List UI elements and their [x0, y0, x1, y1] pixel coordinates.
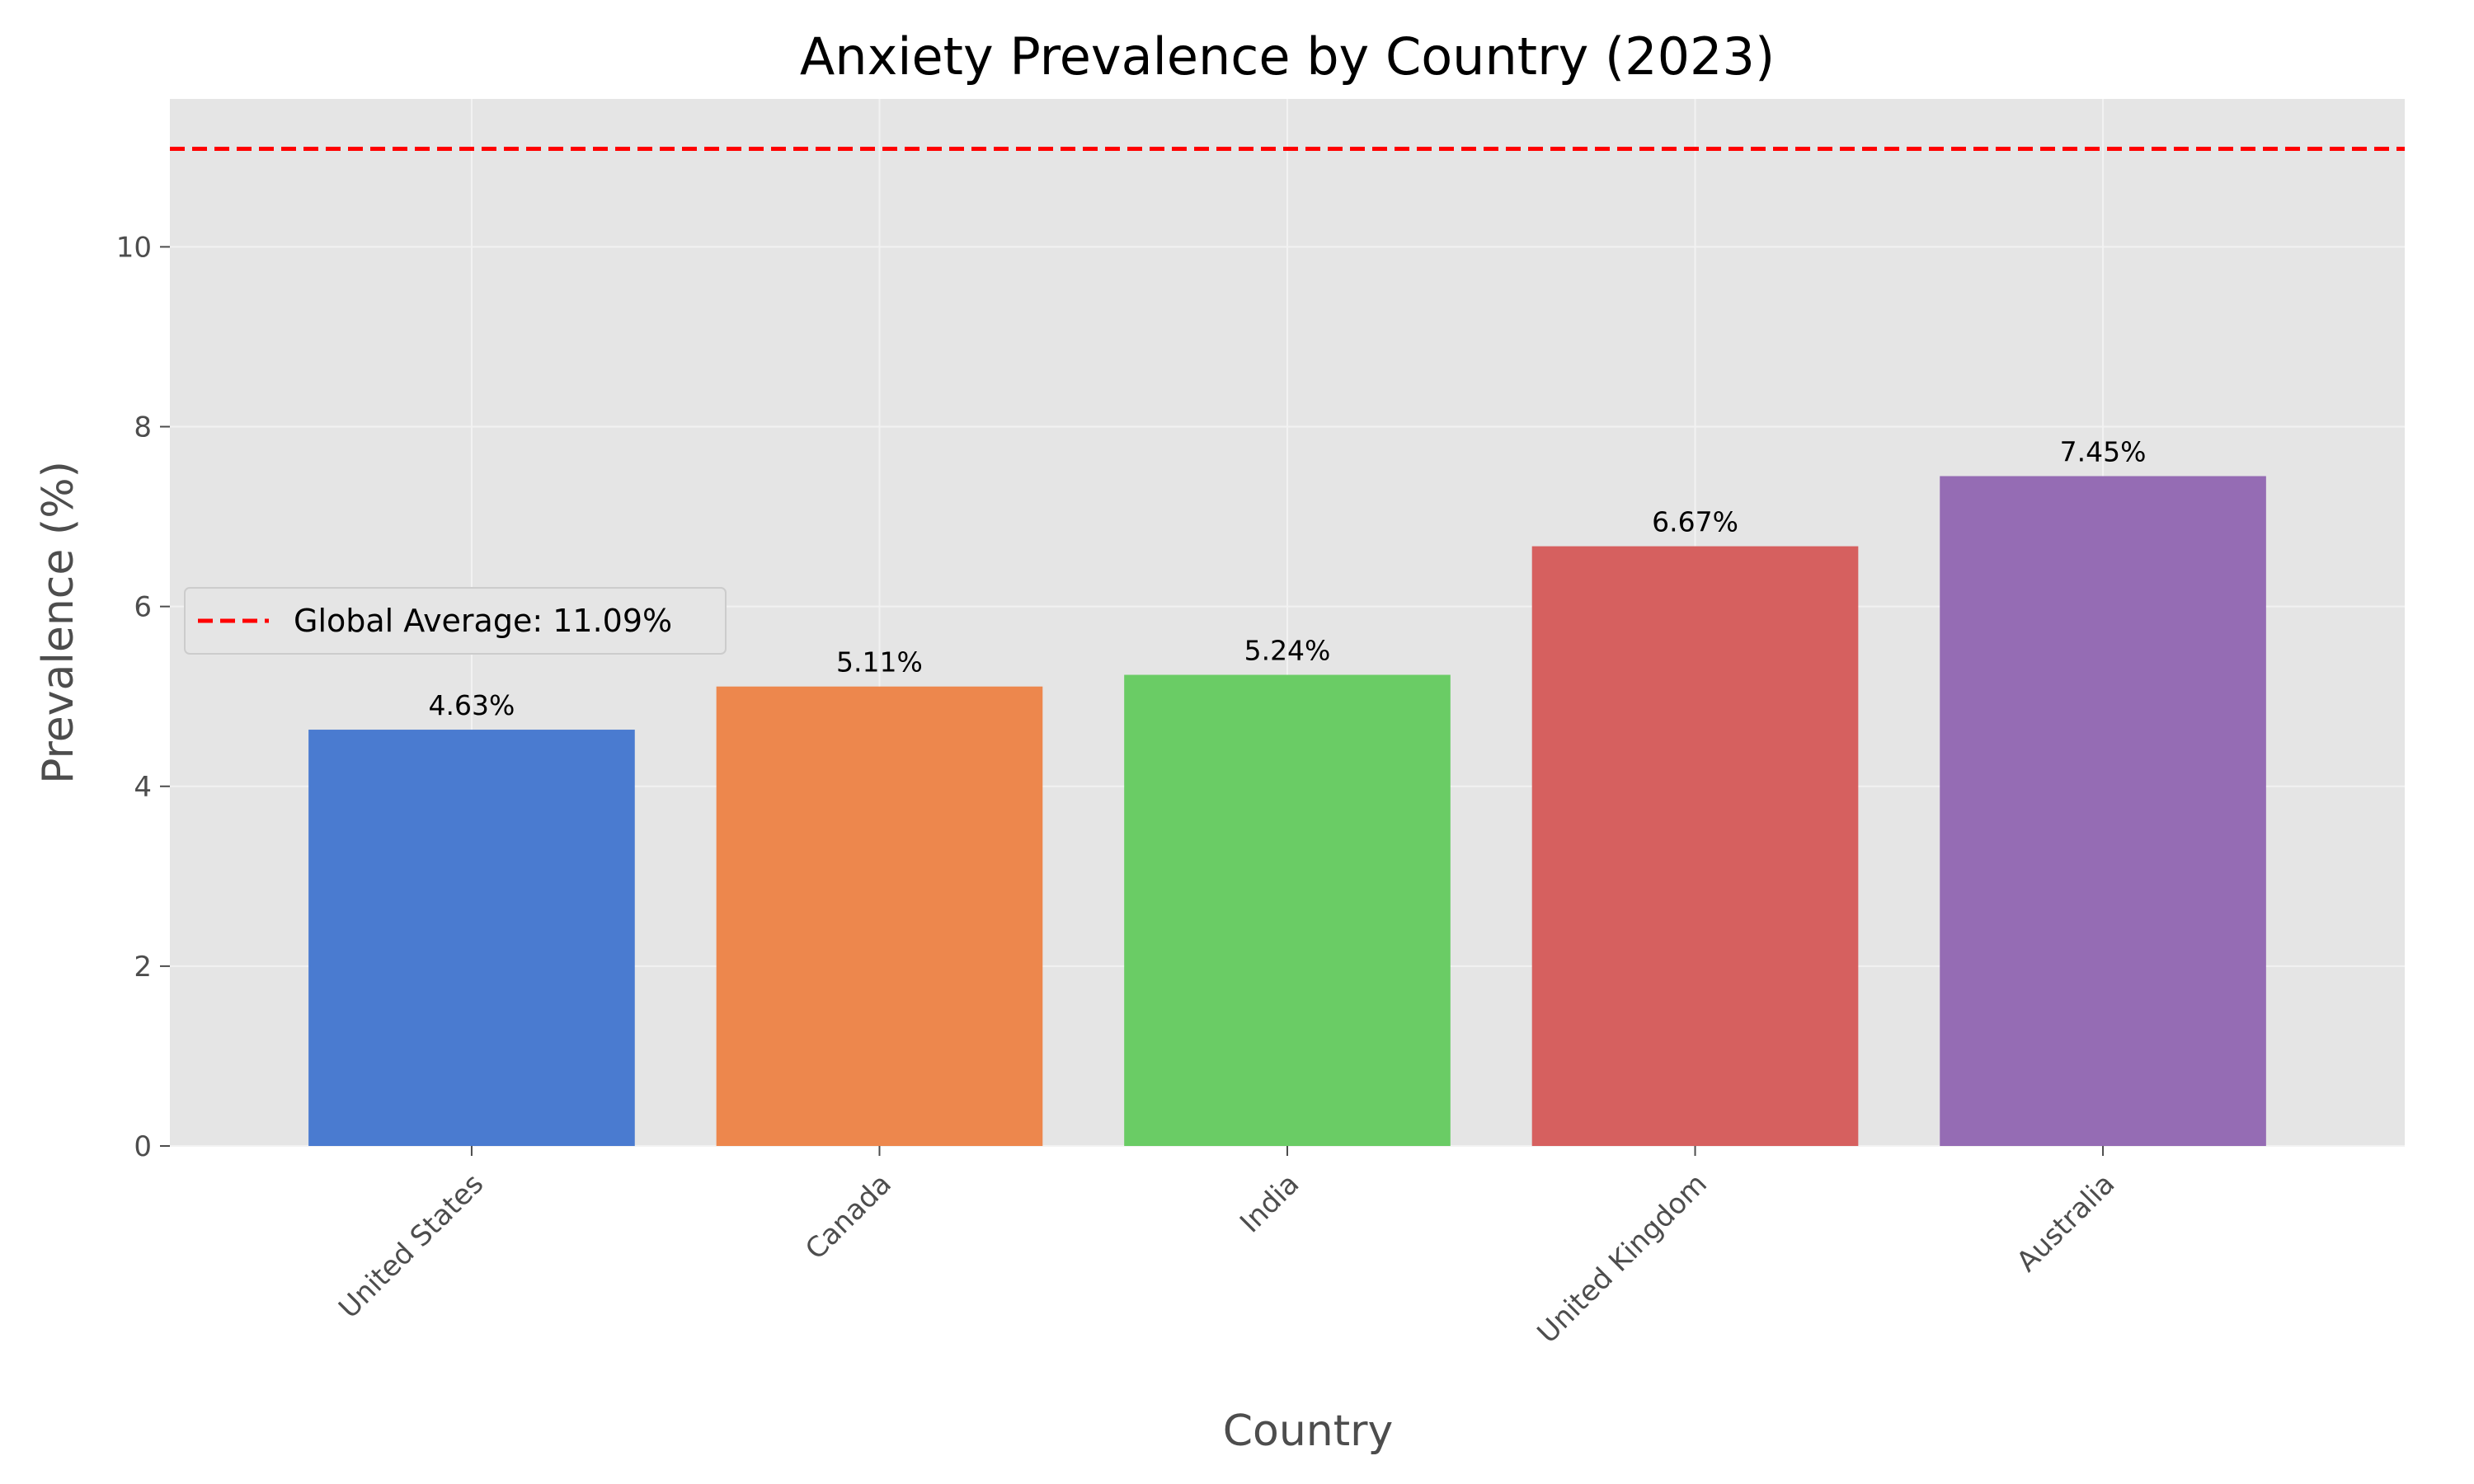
x-tick-label: Canada [799, 1167, 898, 1266]
x-tick-label: India [1234, 1167, 1305, 1239]
legend-label: Global Average: 11.09% [294, 603, 672, 639]
bar-value-label: 5.11% [836, 646, 923, 679]
bar-value-label: 5.24% [1244, 635, 1331, 667]
data-labels: 4.63% 5.11% 5.24% 6.67% 7.45% [429, 436, 2147, 722]
x-tick-label: Australia [2011, 1167, 2122, 1279]
y-tick-label: 6 [134, 591, 152, 624]
x-axis-label: Country [1223, 1407, 1394, 1456]
chart-title: Anxiety Prevalence by Country (2023) [800, 26, 1775, 87]
y-tick-label: 4 [134, 771, 152, 804]
y-tick-label: 8 [134, 411, 152, 444]
y-axis-ticks: 0 2 4 6 8 10 [116, 231, 170, 1163]
bar [308, 730, 635, 1146]
legend: Global Average: 11.09% [184, 587, 727, 655]
x-tick-label: United States [332, 1167, 490, 1325]
bar [1940, 476, 2266, 1146]
bar-value-label: 6.67% [1652, 506, 1738, 538]
y-axis-label: Prevalence (%) [34, 461, 83, 784]
bar-value-label: 7.45% [2060, 436, 2147, 468]
y-tick-label: 10 [116, 231, 152, 264]
y-tick-label: 2 [134, 951, 152, 984]
bar [716, 686, 1043, 1146]
y-tick-label: 0 [134, 1130, 152, 1163]
bars [308, 476, 2266, 1146]
x-tick-label: United Kingdom [1531, 1167, 1714, 1350]
bar [1531, 546, 1859, 1146]
bar-value-label: 4.63% [429, 689, 515, 721]
x-axis-ticks: United States Canada India United Kingdom Au… [332, 1146, 2121, 1350]
bar [1124, 674, 1451, 1146]
legend-box [184, 587, 727, 655]
